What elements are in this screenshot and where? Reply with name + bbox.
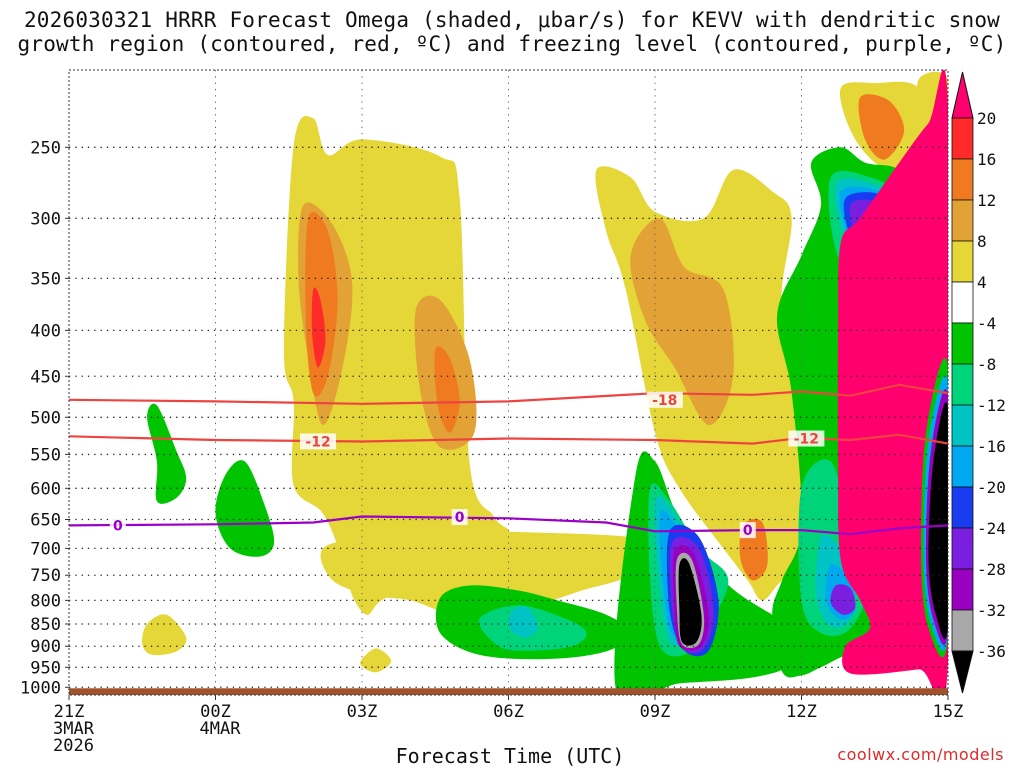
site-credit[interactable]: coolwx.com/models [837,745,1004,764]
x-tick-label-15-0: 12Z [786,702,817,722]
contour-line-0 [68,515,949,536]
colorbar-swatch-0 [951,117,974,160]
y-tick-label-850: 850 [30,615,61,635]
omega-region-12-11 [434,346,460,433]
contour-label-bg-5 [739,522,756,539]
ground-band [69,688,948,695]
contour-label-2: -12 [794,432,819,448]
colorbar-swatch-1 [951,158,974,201]
colorbar-label-8: -16 [977,437,1006,456]
contour-line-neg12 [68,433,949,445]
colorbar-label-10: -24 [977,519,1006,538]
x-axis-title: Forecast Time (UTC) [395,744,625,768]
colorbar-swatch-9 [951,486,974,529]
y-tick-label-250: 250 [30,138,61,158]
colorbar-swatch-12 [951,609,974,652]
y-tick-label-650: 650 [30,510,61,530]
y-tick-label-800: 800 [30,591,61,611]
chart-title-line2: growth region (contoured, red, ºC) and f… [17,32,1007,56]
omega-region-16-14 [311,287,326,368]
x-tick-label-0-0: 21Z [54,702,85,722]
omega-region-12-13 [858,94,905,160]
colorbar-swatch-5 [951,322,974,365]
chart-title-line1: 2026030321 HRRR Forecast Omega (shaded, … [23,8,1001,32]
omega-region-neg24-34 [830,584,856,615]
y-tick-label-400: 400 [30,321,61,341]
colorbar-swatch-7 [951,404,974,447]
colorbar-swatch-8 [951,445,974,488]
contour-label-bg-2 [788,430,825,447]
omega-region-neg4-15 [147,403,187,504]
colorbar-label-4: 4 [977,273,987,292]
colorbar-label-3: 8 [977,232,987,251]
contour-label-bg-3 [109,517,126,534]
omega-region-12-10 [305,211,338,397]
colorbar-label-5: -4 [977,314,996,333]
contour-label-bg-1 [300,433,337,450]
omega-region-neg12-27 [508,606,538,638]
colorbar-swatch-10 [951,527,974,570]
x-tick-label-3-1: 4MAR [200,719,242,739]
omega-region-4-3 [142,614,187,656]
contour-label-bg-4 [451,509,468,526]
contour-label-5: 0 [743,523,753,539]
contour-line-neg18 [68,383,949,405]
shading-layer [142,70,948,695]
y-tick-label-950: 950 [30,658,61,678]
contour-label-1: -12 [305,434,330,450]
chart-title: 2026030321 HRRR Forecast Omega (shaded, … [0,8,1024,56]
omega-region-4-2 [320,531,655,615]
contour-label-bg-0 [646,391,683,408]
colorbar-label-0: 20 [977,109,996,128]
omega-region-neg4-16 [215,460,275,557]
colorbar-label-11: -28 [977,560,1006,579]
contour-label-0: -18 [652,393,677,409]
colorbar-swatch-3 [951,240,974,283]
colorbar-swatch-4 [951,281,974,324]
y-tick-label-350: 350 [30,269,61,289]
x-tick-label-3-0: 00Z [200,702,231,722]
contour-label-4: 0 [455,510,465,526]
y-tick-label-750: 750 [30,566,61,586]
colorbar-label-12: -32 [977,601,1006,620]
colorbar-bottom-arrow [951,650,974,694]
y-tick-label-300: 300 [30,209,61,229]
colorbar-top-arrow [951,71,974,119]
omega-region-neg36-38 [678,558,702,646]
x-tick-label-0-1: 3MAR [53,719,95,739]
colorbar-label-6: -8 [977,355,996,374]
contour-label-3: 0 [113,518,123,534]
x-tick-label-9-0: 06Z [493,702,524,722]
y-tick-label-1000: 1000 [20,678,61,698]
omega-region-neg36-43 [928,402,948,640]
colorbar-label-7: -12 [977,396,1006,415]
omega-region-8-9 [630,218,734,426]
y-tick-label-500: 500 [30,408,61,428]
y-tick-label-550: 550 [30,445,61,465]
colorbar-label-9: -20 [977,478,1006,497]
y-tick-label-600: 600 [30,479,61,499]
colorbar-label-2: 12 [977,191,996,210]
colorbar-swatch-11 [951,568,974,611]
x-tick-label-0-2: 2026 [53,736,94,756]
colorbar-swatch-6 [951,363,974,406]
omega-region-20-39 [837,70,948,695]
colorbar-label-1: 16 [977,150,996,169]
y-tick-label-700: 700 [30,539,61,559]
colorbar-label-13: -36 [977,642,1006,661]
colorbar-swatch-2 [951,199,974,242]
x-tick-label-12-0: 09Z [640,702,671,722]
y-tick-label-900: 900 [30,637,61,657]
omega-region-4-4 [360,648,392,673]
y-tick-label-450: 450 [30,367,61,387]
x-tick-label-6-0: 03Z [347,702,378,722]
x-tick-label-18-0: 15Z [933,702,964,722]
